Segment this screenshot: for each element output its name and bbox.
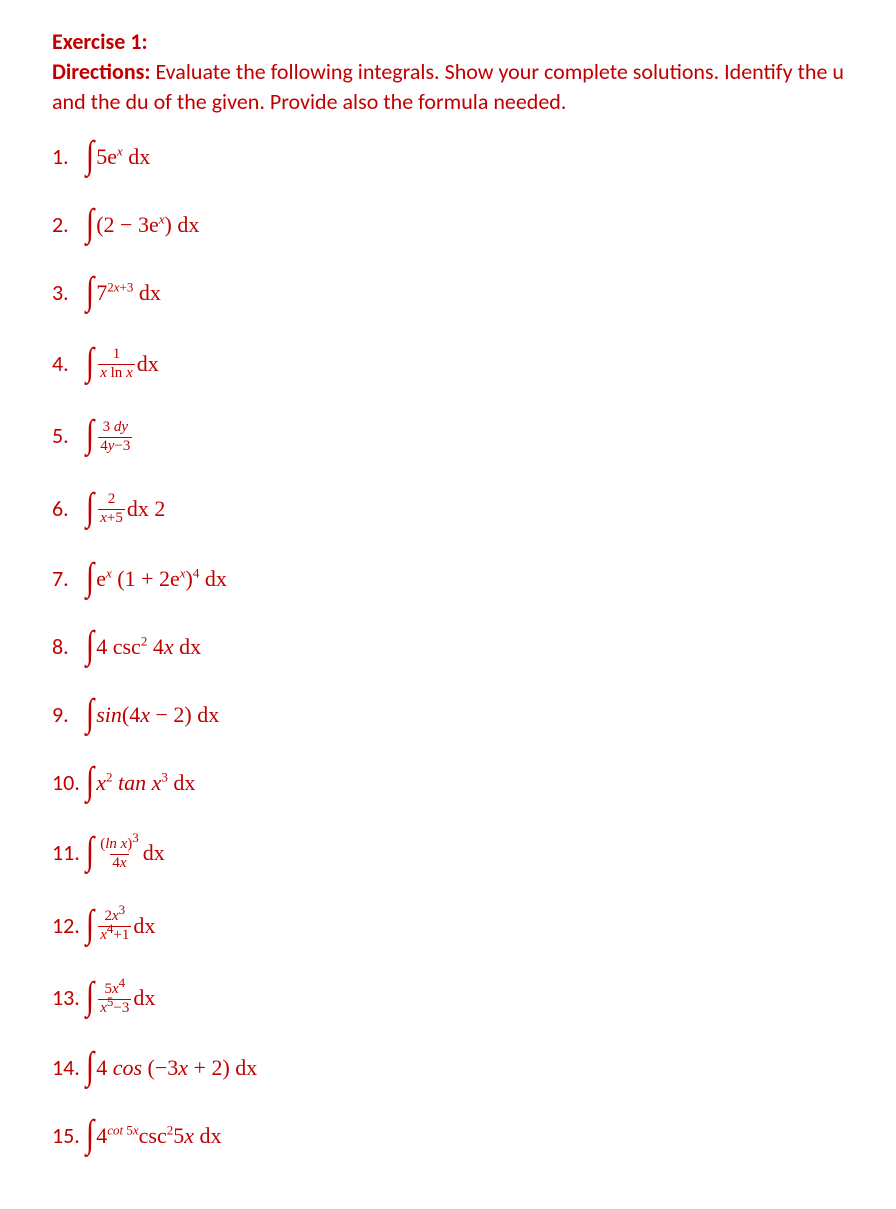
integrand: x2 tan x3 dx: [96, 772, 195, 794]
integral-icon: ∫: [86, 1116, 94, 1155]
problem-expression: ∫1x ln x dx: [86, 346, 159, 381]
problem-expression: ∫(2 − 3ex) dx: [86, 210, 199, 240]
after-text: dx: [133, 987, 155, 1009]
fraction: 1x ln x: [98, 347, 135, 382]
problem-number: 8.: [52, 636, 86, 658]
problem-item: 5. ∫3 dy4y−3: [52, 419, 856, 454]
problem-item: 2. ∫(2 − 3ex) dx: [52, 210, 856, 240]
fraction: (ln x)34x: [98, 837, 141, 872]
integrand: 4cot 5xcsc25x dx: [96, 1125, 221, 1147]
fraction: 5x4x5−3: [98, 982, 131, 1017]
problem-expression: ∫3 dy4y−3: [86, 419, 134, 454]
problem-expression: ∫(ln x)34x dx: [86, 836, 165, 871]
after-text: dx 2: [127, 498, 166, 520]
fraction-denominator: x+5: [98, 509, 125, 527]
integral-icon: ∫: [86, 343, 94, 382]
integral-icon: ∫: [86, 626, 94, 665]
problem-item: 14. ∫4 cos (−3x + 2) dx: [52, 1053, 856, 1083]
fraction-denominator: x5−3: [98, 999, 131, 1017]
integral-icon: ∫: [86, 978, 94, 1017]
integral-icon: ∫: [86, 137, 94, 176]
integral-icon: ∫: [86, 833, 94, 872]
problem-expression: ∫4cot 5xcsc25x dx: [86, 1121, 222, 1151]
problem-number: 6.: [52, 498, 86, 520]
exercise-title: Exercise 1:: [52, 28, 856, 55]
integral-icon: ∫: [86, 905, 94, 944]
integrand: (2 − 3ex) dx: [96, 214, 199, 236]
problem-number: 10.: [52, 772, 86, 794]
integrand: ex (1 + 2ex)4 dx: [96, 568, 227, 590]
integral-icon: ∫: [86, 416, 94, 455]
problem-number: 9.: [52, 704, 86, 726]
problem-item: 11. ∫(ln x)34x dx: [52, 836, 856, 871]
fraction: 2x+5: [98, 492, 125, 527]
problem-number: 14.: [52, 1057, 86, 1079]
problem-item: 8. ∫4 csc2 4x dx: [52, 632, 856, 662]
fraction-numerator: 3 dy: [101, 420, 130, 437]
problem-number: 5.: [52, 425, 86, 447]
problem-item: 3. ∫72x+3 dx: [52, 278, 856, 308]
problem-number: 7.: [52, 568, 86, 590]
integrand: 72x+3 dx: [96, 282, 161, 304]
problem-expression: ∫72x+3 dx: [86, 278, 161, 308]
integral-icon: ∫: [86, 694, 94, 733]
problem-number: 3.: [52, 282, 86, 304]
problem-expression: ∫ex (1 + 2ex)4 dx: [86, 564, 227, 594]
fraction-denominator: 4y−3: [98, 437, 132, 455]
problem-item: 6. ∫2x+5 dx 2: [52, 491, 856, 526]
integrand: 4 cos (−3x + 2) dx: [96, 1057, 257, 1079]
directions: Directions: Evaluate the following integ…: [52, 57, 856, 116]
problem-expression: ∫5ex dx: [86, 142, 150, 172]
after-text: dx: [137, 353, 159, 375]
fraction: 2x3x4+1: [98, 909, 131, 944]
fraction-numerator: 1: [111, 347, 123, 364]
problem-list: 1. ∫5ex dx2. ∫(2 − 3ex) dx3. ∫72x+3 dx4.…: [52, 142, 856, 1151]
fraction-numerator: 2: [106, 492, 118, 509]
problem-item: 13. ∫5x4x5−3 dx: [52, 981, 856, 1016]
integral-icon: ∫: [86, 762, 94, 801]
directions-text: Evaluate the following integrals. Show y…: [52, 58, 844, 115]
problem-item: 15. ∫4cot 5xcsc25x dx: [52, 1121, 856, 1151]
problem-number: 12.: [52, 915, 86, 937]
integral-icon: ∫: [86, 488, 94, 527]
directions-label: Directions:: [52, 58, 150, 85]
integral-icon: ∫: [86, 205, 94, 244]
problem-item: 4. ∫1x ln x dx: [52, 346, 856, 381]
fraction-numerator: (ln x)3: [98, 837, 141, 854]
integrand: 5ex dx: [96, 146, 150, 168]
after-text: dx: [143, 842, 165, 864]
problem-expression: ∫5x4x5−3 dx: [86, 981, 155, 1016]
problem-expression: ∫2x+5 dx 2: [86, 491, 165, 526]
fraction-denominator: x4+1: [98, 926, 131, 944]
fraction-denominator: x ln x: [98, 364, 135, 382]
problem-item: 1. ∫5ex dx: [52, 142, 856, 172]
problem-number: 11.: [52, 842, 86, 864]
integral-icon: ∫: [86, 1048, 94, 1087]
integrand: 4 csc2 4x dx: [96, 636, 201, 658]
fraction: 3 dy4y−3: [98, 420, 132, 455]
problem-number: 4.: [52, 353, 86, 375]
problem-item: 7. ∫ex (1 + 2ex)4 dx: [52, 564, 856, 594]
problem-expression: ∫4 csc2 4x dx: [86, 632, 201, 662]
problem-expression: ∫x2 tan x3 dx: [86, 768, 195, 798]
problem-item: 10. ∫x2 tan x3 dx: [52, 768, 856, 798]
problem-item: 12. ∫2x3x4+1 dx: [52, 908, 856, 943]
integrand: sin(4x − 2) dx: [96, 704, 219, 726]
integral-icon: ∫: [86, 558, 94, 597]
integral-icon: ∫: [86, 273, 94, 312]
problem-expression: ∫2x3x4+1 dx: [86, 908, 155, 943]
problem-number: 13.: [52, 987, 86, 1009]
fraction-denominator: 4x: [110, 854, 128, 872]
after-text: dx: [133, 915, 155, 937]
problem-expression: ∫sin(4x − 2) dx: [86, 700, 219, 730]
problem-number: 1.: [52, 146, 86, 168]
problem-number: 15.: [52, 1125, 86, 1147]
problem-expression: ∫4 cos (−3x + 2) dx: [86, 1053, 257, 1083]
problem-number: 2.: [52, 214, 86, 236]
problem-item: 9. ∫sin(4x − 2) dx: [52, 700, 856, 730]
